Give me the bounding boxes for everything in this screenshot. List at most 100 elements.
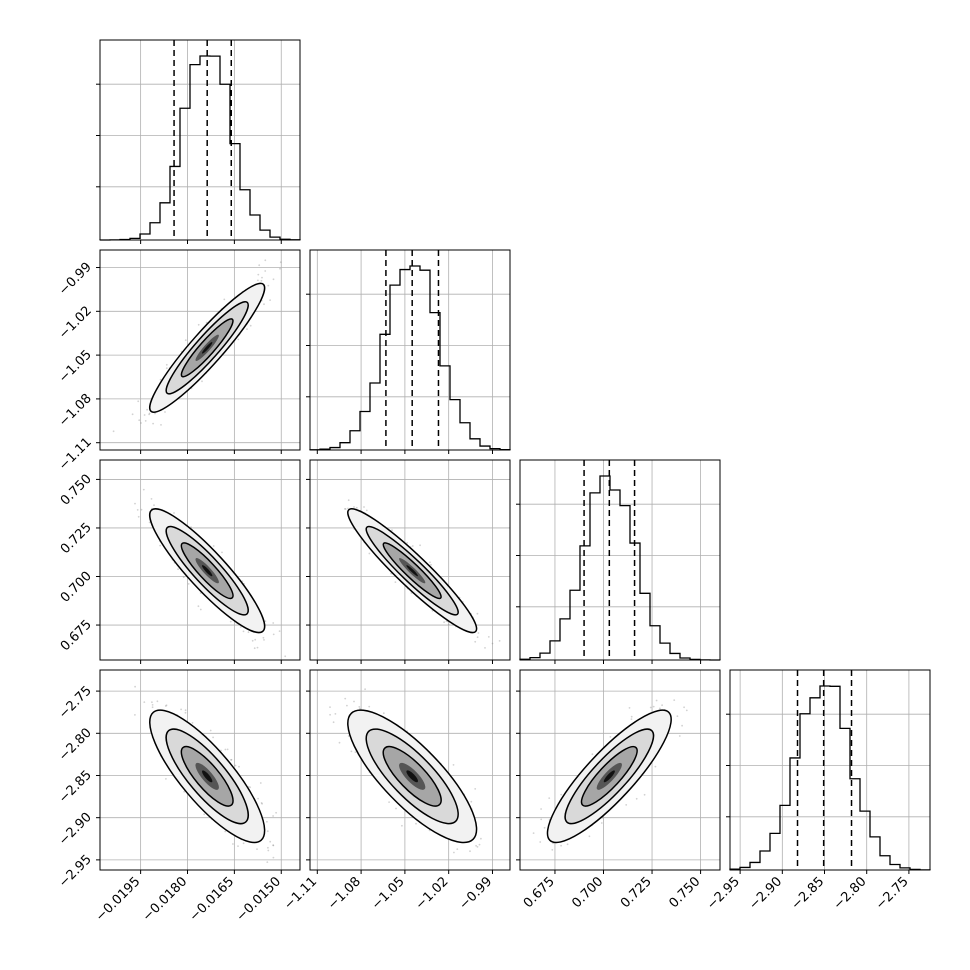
scatter-point [411,545,414,547]
scatter-point [199,608,202,611]
scatter-point [177,568,180,570]
scatter-point [685,709,688,712]
scatter-point [453,851,455,854]
scatter-point [153,504,155,507]
scatter-point [239,626,242,628]
scatter-panel-2-4 [309,669,511,871]
scatter-point [678,735,681,737]
scatter-point [164,705,167,707]
scatter-point [191,722,194,724]
scatter-point [655,699,658,702]
panel-frame [99,249,301,451]
scatter-point [151,704,154,706]
scatter-point [223,298,226,301]
scatter-point [140,508,143,511]
scatter-point [353,700,355,703]
scatter-point [474,640,477,643]
histogram-panel-4 [726,669,931,871]
scatter-point [272,815,274,817]
scatter-point [187,583,190,585]
scatter-point [197,323,200,326]
scatter-point [299,873,301,875]
scatter-point [143,701,146,703]
scatter-point [630,718,633,720]
histogram-frame [519,459,721,661]
scatter-point [150,498,153,500]
scatter-point [355,506,358,509]
scatter-point [182,576,185,579]
scatter-point [350,750,353,753]
scatter-point [224,748,227,751]
scatter-point [230,758,233,761]
scatter-point [346,704,348,707]
scatter-point [142,488,145,491]
scatter-point [415,822,417,825]
scatter-point [256,848,258,850]
scatter-point [388,801,390,803]
histogram-step-line [309,265,511,451]
scatter-point [267,284,270,287]
scatter-point [279,267,281,270]
scatter-point [394,581,397,583]
histogram-panel-3 [516,459,721,661]
scatter-point [329,706,331,708]
scatter-point [365,509,368,512]
scatter-point [480,837,482,840]
scatter-point [560,793,563,796]
scatter-point [419,544,421,547]
scatter-point [209,729,212,732]
scatter-point [264,270,267,272]
scatter-point [221,551,223,554]
scatter-point [260,802,263,804]
scatter-point [334,713,337,715]
scatter-point [237,845,239,847]
scatter-point [539,841,542,843]
scatter-point [134,714,136,716]
scatter-point [347,507,349,510]
scatter-point [272,278,275,281]
scatter-point [364,688,366,691]
scatter-point [391,529,393,531]
scatter-point [267,849,270,852]
scatter-point [272,622,275,624]
scatter-point [272,844,275,846]
scatter-point [136,509,139,511]
scatter-point [476,636,479,639]
scatter-point [484,647,486,649]
scatter-point [474,788,477,790]
scatter-point [477,632,480,634]
scatter-point [338,741,341,744]
scatter-point [452,764,455,766]
scatter-point [137,400,140,403]
scatter-point [251,639,254,642]
scatter-point [382,712,385,715]
scatter-point [165,778,167,780]
scatter-point [406,542,409,544]
scatter-point [184,709,187,712]
scatter-panel-2-3 [309,459,511,661]
scatter-point [246,328,248,330]
scatter-point [151,701,153,704]
scatter-point [344,508,347,510]
scatter-point [159,378,162,381]
scatter-point [137,515,140,518]
scatter-point [131,413,134,416]
scatter-point [212,545,215,547]
scatter-point [344,697,347,700]
scatter-point [258,264,261,267]
scatter-point [229,620,232,623]
histogram-step-line [729,685,931,871]
scatter-point [148,412,151,415]
scatter-point [263,639,265,641]
scatter-point [279,261,282,264]
scatter-point [257,273,260,276]
histogram-frame [309,249,511,451]
scatter-point [173,512,175,514]
scatter-point [253,647,256,650]
scatter-point [143,414,146,416]
scatter-point [190,526,192,528]
scatter-point [401,824,403,827]
scatter-point [272,856,275,859]
density-peak [202,342,213,354]
scatter-point [269,840,272,843]
